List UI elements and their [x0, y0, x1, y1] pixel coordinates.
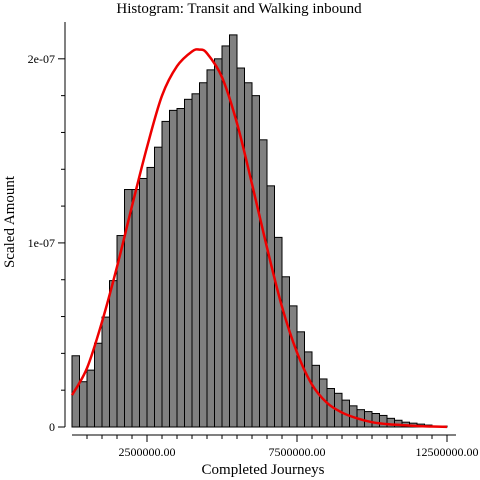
axes: 2500000.00 7500000.00 12500000.00 0 1e-07 2e… — [28, 22, 479, 459]
x-axis-label: Completed Journeys — [202, 462, 325, 478]
histogram-bar — [184, 98, 193, 428]
histogram-bar — [281, 276, 290, 428]
y-tick-label: 1e-07 — [28, 236, 55, 250]
x-tick-label: 12500000.00 — [416, 445, 479, 459]
y-tick-label: 2e-07 — [28, 52, 55, 66]
histogram-bar — [379, 414, 388, 428]
histogram-bar — [169, 109, 178, 428]
histogram-bar — [364, 411, 373, 428]
histogram-bar — [131, 189, 140, 428]
histogram-bar — [109, 280, 118, 428]
histogram-bar — [304, 351, 313, 428]
histogram-bar — [214, 58, 223, 428]
histogram-bar — [191, 93, 200, 428]
histogram-bar — [101, 316, 110, 428]
histogram-bar — [244, 82, 253, 428]
y-axis-ticks: 0 1e-07 2e-07 — [28, 52, 65, 434]
histogram-bar — [154, 146, 163, 428]
histogram-bar — [311, 364, 320, 428]
histogram-bar — [251, 95, 260, 428]
x-axis-ticks: 2500000.00 7500000.00 12500000.00 — [86, 435, 479, 459]
histogram-bar — [289, 305, 298, 428]
y-axis-label: Scaled Amount — [2, 175, 18, 268]
histogram-bar — [146, 166, 155, 428]
histogram-bar — [199, 82, 208, 428]
x-tick-label: 2500000.00 — [119, 445, 176, 459]
histogram-bar — [221, 45, 230, 428]
histogram-bar — [86, 369, 95, 428]
histogram-bar — [266, 185, 275, 428]
histogram-bar — [139, 177, 148, 428]
histogram-bar — [94, 342, 103, 428]
histogram-bar — [296, 331, 305, 428]
histogram-bar — [161, 120, 170, 428]
histogram-bar — [206, 69, 215, 428]
histogram-bar — [176, 108, 185, 428]
histogram-bar — [236, 67, 245, 428]
histogram-bar — [79, 381, 88, 428]
histogram-bar — [259, 139, 268, 428]
histogram-bar — [274, 236, 283, 428]
density-curve — [70, 48, 448, 429]
y-tick-label: 0 — [49, 420, 55, 434]
x-tick-label: 7500000.00 — [269, 445, 326, 459]
chart-title: Histogram: Transit and Walking inbound — [116, 1, 362, 17]
histogram-bar — [229, 34, 238, 428]
histogram-bars — [71, 34, 448, 428]
histogram-bar — [371, 413, 380, 428]
